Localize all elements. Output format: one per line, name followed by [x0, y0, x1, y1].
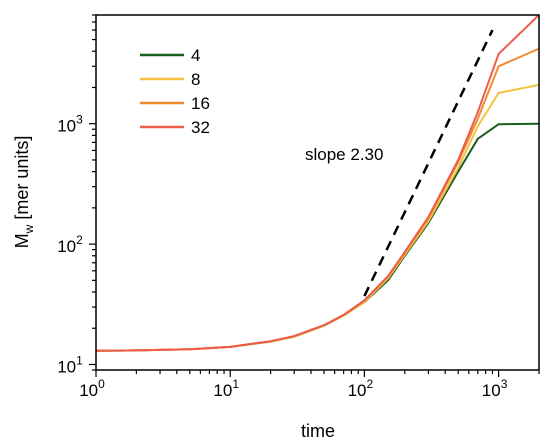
- legend: 4 8 16 32: [140, 46, 210, 137]
- x-axis-title: time: [301, 421, 335, 441]
- plot-frame: [95, 14, 540, 371]
- y-axis-title: Mw [mer units]: [12, 136, 36, 249]
- x-tick-exponent: 1: [232, 377, 239, 391]
- y-tick-base: 10: [57, 117, 76, 136]
- y-tick-exponent: 2: [76, 233, 83, 247]
- x-tick-label: 103: [482, 377, 508, 400]
- x-tick-base: 10: [482, 381, 501, 400]
- series-layer: [96, 15, 539, 352]
- legend-label: 16: [191, 94, 210, 113]
- y-tick-exponent: 3: [76, 113, 83, 127]
- x-tick-exponent: 3: [501, 377, 508, 391]
- x-tick-label: 102: [348, 377, 374, 400]
- annotation-layer: [363, 29, 494, 297]
- x-tick-exponent: 2: [367, 377, 374, 391]
- legend-label: 8: [191, 70, 200, 89]
- y-tick-base: 10: [57, 357, 76, 376]
- x-tick-exponent: 0: [98, 377, 105, 391]
- y-axis-title-subscript: w: [22, 224, 36, 234]
- y-tick-label: 102: [57, 233, 83, 256]
- slope-annotation: slope 2.30: [305, 145, 383, 164]
- y-axis-title-main: M: [12, 233, 32, 248]
- legend-label: 32: [191, 118, 210, 137]
- y-tick-label: 101: [57, 353, 83, 376]
- series-line-16: [96, 47, 539, 352]
- x-tick-base: 10: [348, 381, 367, 400]
- x-tick-base: 10: [213, 381, 232, 400]
- y-tick-base: 10: [57, 237, 76, 256]
- legend-item-4: 4: [140, 46, 200, 65]
- legend-item-16: 16: [140, 94, 210, 113]
- slope-dashed-line: [363, 29, 494, 297]
- legend-item-8: 8: [140, 70, 200, 89]
- y-tick-label: 103: [57, 113, 83, 136]
- legend-item-32: 32: [140, 118, 210, 137]
- x-tick-base: 10: [79, 381, 98, 400]
- y-axis-title-unit: [mer units]: [12, 136, 32, 225]
- series-line-32: [96, 15, 539, 352]
- x-tick-label: 101: [213, 377, 239, 400]
- y-tick-exponent: 1: [76, 353, 83, 367]
- x-tick-label: 100: [79, 377, 105, 400]
- legend-label: 4: [191, 46, 200, 65]
